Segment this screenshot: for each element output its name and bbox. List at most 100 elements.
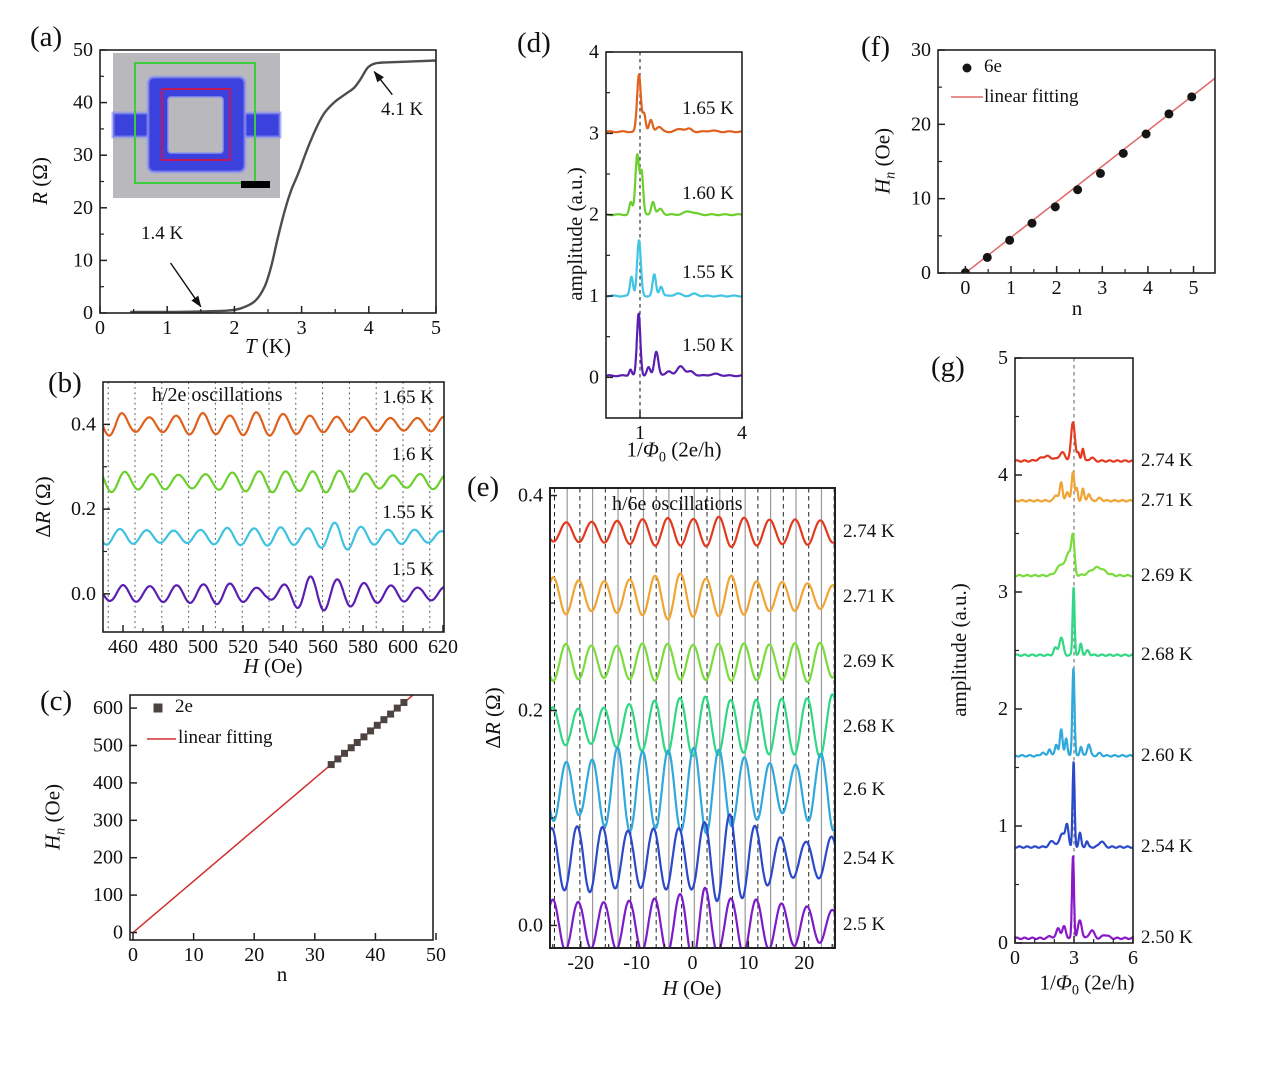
tick-label: 30 — [305, 944, 325, 966]
oscillation-curve-2.69K — [550, 641, 835, 684]
fft-curve-2.69K — [1015, 532, 1133, 578]
data-point-circle — [1027, 218, 1037, 228]
temp-label-1.65K: 1.65 K — [382, 387, 434, 409]
oscillation-curve-2.6K — [550, 746, 835, 835]
tick-label: 3 — [1097, 277, 1107, 299]
tick-label: 50 — [73, 39, 93, 61]
panel-e-curves — [550, 515, 835, 948]
tick-label: 0 — [998, 932, 1008, 954]
panel-d-label: (d) — [517, 27, 551, 59]
temp-label-1.55K: 1.55 K — [382, 502, 434, 524]
data-point-square — [373, 721, 381, 729]
data-point-square — [353, 739, 361, 747]
tick-label: 10 — [738, 952, 758, 974]
temp-label-2.6K: 2.6 K — [843, 779, 886, 801]
annotation-arrow-0 — [169, 262, 202, 308]
tick-label: 2 — [1052, 277, 1062, 299]
tick-label: 0.0 — [518, 914, 543, 936]
fft-curve-1.65K — [606, 73, 742, 134]
tick-label: 600 — [388, 636, 418, 658]
tick-label: 460 — [108, 636, 138, 658]
tick-label: 0.4 — [518, 485, 543, 507]
panel-b-title: h/2e oscillations — [152, 384, 283, 406]
fft-curve-1.55K — [606, 239, 742, 298]
data-point-square — [334, 755, 342, 763]
data-point-square — [393, 704, 401, 712]
inset-ring-hole — [167, 96, 224, 154]
tick-label: 4 — [589, 41, 599, 63]
tick-label: 5 — [1189, 277, 1199, 299]
tick-label: 1 — [635, 422, 645, 444]
legend-6e-label: 6e — [984, 56, 1002, 77]
panel-e-label: (e) — [467, 471, 500, 503]
temp-label-2.5K: 2.5 K — [843, 914, 886, 936]
temp-label-1.6K: 1.6 K — [391, 444, 434, 466]
panel-f-ylabel: Hn (Oe) — [870, 127, 899, 195]
data-point-circle — [1050, 202, 1060, 212]
data-point-circle — [1164, 109, 1174, 119]
tick-label: 4 — [1143, 277, 1153, 299]
inset-scale-bar — [241, 181, 270, 188]
tick-label: 1 — [1006, 277, 1016, 299]
tick-label: 100 — [93, 884, 123, 906]
tick-label: 40 — [73, 92, 93, 114]
panel-g-xlabel: 1/Φ0 (2e/h) — [1039, 970, 1135, 999]
fft-curve-1.60K — [606, 153, 742, 217]
data-point-circle — [1073, 185, 1083, 195]
rt-curve — [130, 59, 436, 313]
tick-label: 2 — [589, 204, 599, 226]
tick-label: -20 — [567, 952, 594, 974]
tick-label: 500 — [188, 636, 218, 658]
tick-label: 20 — [794, 952, 814, 974]
tick-label: 3 — [1069, 947, 1079, 969]
tick-label: 50 — [426, 944, 446, 966]
panel-c-ylabel: Hn (Oe) — [40, 783, 69, 851]
panel-c-curves — [132, 695, 414, 934]
tick-label: 520 — [228, 636, 258, 658]
temp-label-2.60K: 2.60 K — [1141, 744, 1193, 766]
tick-label: 560 — [308, 636, 338, 658]
panel-a-curves — [130, 59, 436, 313]
data-point-circle — [982, 252, 992, 262]
tick-label: 0 — [688, 952, 698, 974]
legend-linear-fitting-c-label: linear fitting — [178, 727, 273, 748]
data-point-square — [367, 727, 375, 735]
tick-label: 0 — [95, 317, 105, 339]
data-point-square — [380, 716, 388, 724]
legend-2e-label: 2e — [175, 696, 193, 717]
annotation-4-1K: 4.1 K — [381, 99, 424, 120]
tick-label: 0.4 — [71, 413, 96, 435]
panel-g-ylabel: amplitude (a.u.) — [946, 583, 971, 717]
tick-label: 3 — [297, 317, 307, 339]
tick-label: 0.2 — [71, 498, 96, 520]
oscillation-curve-2.5K — [550, 886, 835, 948]
tick-label: 0 — [83, 302, 93, 324]
tick-label: 0 — [960, 277, 970, 299]
tick-label: 4 — [998, 464, 1008, 486]
tick-label: 20 — [244, 944, 264, 966]
temp-label-2.54K: 2.54 K — [843, 847, 895, 869]
tick-label: 500 — [93, 734, 123, 756]
oscillation-curve-1.65K — [103, 411, 444, 437]
annotation-arrow-1 — [373, 71, 393, 96]
fft-curve-2.68K — [1015, 586, 1133, 657]
tick-label: 40 — [365, 944, 385, 966]
panel-a-xlabel: T (K) — [244, 333, 292, 358]
panel-a-label: (a) — [30, 21, 63, 53]
tick-label: 2 — [229, 317, 239, 339]
data-point-circle — [1005, 235, 1015, 245]
oscillation-curve-2.74K — [550, 515, 835, 549]
tick-label: 20 — [911, 113, 931, 135]
oscillation-curve-1.6K — [103, 469, 444, 494]
panel-b-label: (b) — [48, 367, 82, 399]
panel-b-ylabel: ΔR (Ω) — [30, 476, 55, 538]
temp-label-2.69K: 2.69 K — [843, 651, 895, 673]
temp-label-1.60K: 1.60 K — [682, 183, 734, 205]
tick-label: 0 — [1010, 947, 1020, 969]
device-inset-image — [111, 53, 282, 198]
data-point-circle — [1141, 129, 1151, 139]
tick-label: 400 — [93, 772, 123, 794]
tick-label: 10 — [73, 249, 93, 271]
fit-line — [964, 77, 1215, 273]
temp-label-2.68K: 2.68 K — [843, 715, 895, 737]
